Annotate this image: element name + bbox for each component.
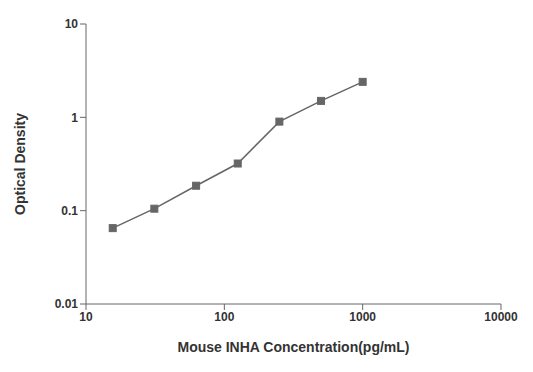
svg-text:10: 10 xyxy=(79,310,93,324)
svg-text:100: 100 xyxy=(214,310,234,324)
svg-text:Mouse INHA Concentration(pg/mL: Mouse INHA Concentration(pg/mL) xyxy=(177,339,409,355)
svg-text:10: 10 xyxy=(65,17,79,31)
svg-text:0.01: 0.01 xyxy=(55,297,79,311)
svg-text:10000: 10000 xyxy=(484,310,518,324)
svg-text:Optical Density: Optical Density xyxy=(12,113,28,215)
svg-text:1: 1 xyxy=(71,111,78,125)
svg-text:0.1: 0.1 xyxy=(61,204,78,218)
svg-text:1000: 1000 xyxy=(349,310,376,324)
